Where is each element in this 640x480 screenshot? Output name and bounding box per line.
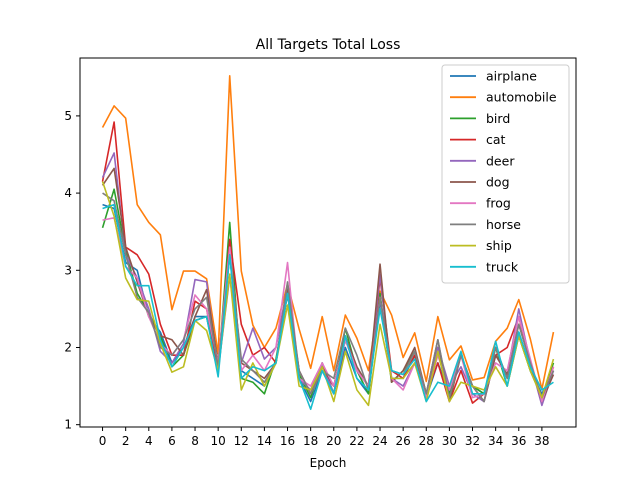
legend-label-ship: ship (486, 238, 512, 253)
x-tick-label: 28 (419, 434, 434, 448)
y-tick-label: 2 (64, 340, 72, 354)
legend-label-horse: horse (486, 217, 521, 232)
x-axis: 0 2 4 6 8 10 12 14 16 18 20 22 24 26 28 30 32 34 36 38 (99, 427, 550, 448)
x-tick-label: 16 (280, 434, 295, 448)
legend: airplane automobile bird cat deer dog frog hors… (441, 64, 570, 284)
x-tick-label: 8 (191, 434, 199, 448)
series-line-automobile (101, 74, 555, 390)
x-tick-label: 32 (465, 434, 480, 448)
x-tick-label: 14 (257, 434, 272, 448)
x-tick-label: 24 (372, 434, 387, 448)
legend-box (441, 64, 570, 284)
legend-label-truck: truck (486, 259, 519, 274)
y-tick-label: 5 (64, 109, 72, 123)
x-tick-label: 2 (122, 434, 130, 448)
y-axis: 1 2 3 4 5 (64, 109, 80, 432)
legend-label-automobile: automobile (486, 90, 557, 105)
x-tick-label: 26 (396, 434, 411, 448)
legend-label-bird: bird (486, 111, 510, 126)
plot-frame (79, 57, 577, 428)
legend-label-dog: dog (486, 175, 510, 190)
series-line-deer (101, 152, 555, 407)
x-tick-label: 12 (234, 434, 249, 448)
x-tick-label: 4 (145, 434, 153, 448)
x-tick-label: 6 (168, 434, 176, 448)
legend-label-airplane: airplane (486, 69, 537, 84)
y-tick-label: 4 (64, 186, 72, 200)
plot-lines (101, 74, 555, 411)
chart-title: All Targets Total Loss (256, 37, 401, 53)
x-tick-label: 34 (488, 434, 503, 448)
legend-label-cat: cat (486, 132, 506, 147)
x-tick-label: 36 (511, 434, 526, 448)
legend-label-deer: deer (486, 153, 515, 168)
x-tick-label: 18 (303, 434, 318, 448)
x-tick-label: 38 (534, 434, 549, 448)
y-tick-label: 1 (64, 418, 72, 432)
legend-label-frog: frog (486, 196, 511, 211)
x-axis-label: Epoch (310, 456, 347, 470)
x-tick-label: 20 (326, 434, 341, 448)
x-tick-label: 10 (211, 434, 226, 448)
x-tick-label: 30 (442, 434, 457, 448)
series-line-ship (101, 181, 555, 407)
x-tick-label: 0 (99, 434, 107, 448)
series-line-truck (102, 203, 554, 411)
x-tick-label: 22 (349, 434, 364, 448)
y-tick-label: 3 (64, 263, 72, 277)
